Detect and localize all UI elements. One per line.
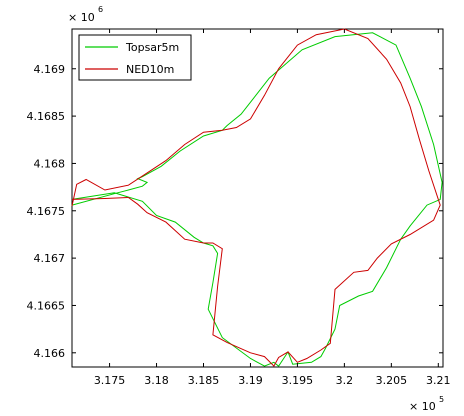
x-tick-label: 3.175 xyxy=(94,374,126,387)
tick-layer: 3.175 3.18 3.185 3.19 3.195 3.2 3.205 3.21 4.166… xyxy=(27,29,451,387)
x-tick-label: 3.19 xyxy=(238,374,263,387)
y-multiplier-text: × 10 xyxy=(68,11,95,24)
x-tick-label: 3.195 xyxy=(282,374,314,387)
x-multiplier-text: × 10 xyxy=(409,400,436,413)
y-tick-label: 4.1665 xyxy=(27,299,66,312)
legend-label-ned10m: NED10m xyxy=(126,63,174,76)
x-tick-label: 3.205 xyxy=(376,374,408,387)
y-tick-label: 4.1685 xyxy=(27,110,66,123)
x-multiplier: × 10 5 xyxy=(409,395,444,413)
y-tick-label: 4.166 xyxy=(34,347,66,360)
y-multiplier: × 10 6 xyxy=(68,5,103,24)
x-tick-label: 3.2 xyxy=(336,374,354,387)
legend-label-topsar5m: Topsar5m xyxy=(125,41,179,54)
y-multiplier-exponent: 6 xyxy=(98,5,103,14)
x-tick-label: 3.21 xyxy=(426,374,451,387)
y-tick-label: 4.167 xyxy=(34,252,66,265)
plot-area: 3.175 3.18 3.185 3.19 3.195 3.2 3.205 3.21 4.166… xyxy=(27,28,451,387)
axes-box xyxy=(71,28,444,368)
series-layer xyxy=(71,28,443,367)
legend-box xyxy=(78,34,192,81)
x-tick-label: 3.18 xyxy=(144,374,169,387)
y-tick-label: 4.168 xyxy=(34,157,66,170)
y-tick-label: 4.169 xyxy=(34,63,66,76)
x-multiplier-exponent: 5 xyxy=(439,395,444,404)
legend: Topsar5m NED10m xyxy=(78,34,192,81)
x-tick-label: 3.185 xyxy=(188,374,220,387)
y-tick-label: 4.1675 xyxy=(27,205,66,218)
series-line-ned10m xyxy=(71,28,441,367)
series-line-topsar5m xyxy=(71,32,443,367)
